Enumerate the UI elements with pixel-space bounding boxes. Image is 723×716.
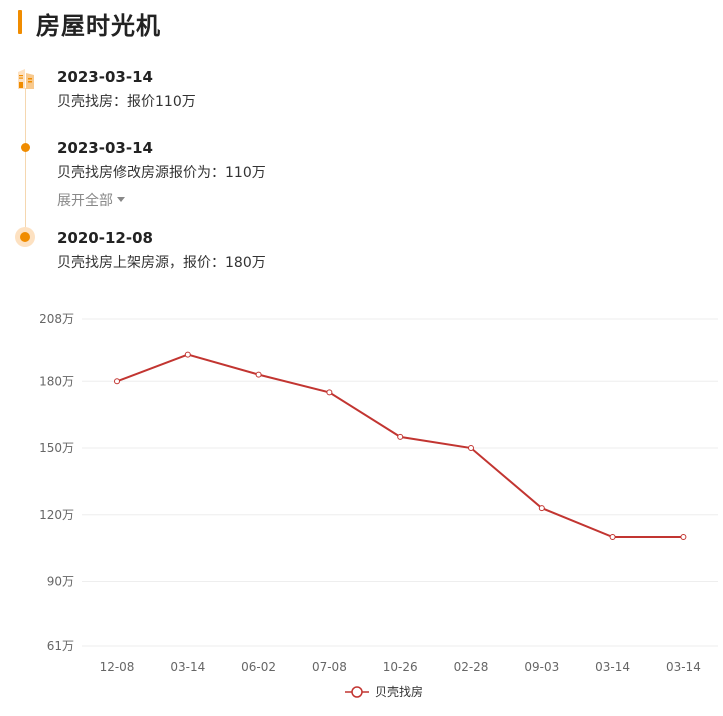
data-point xyxy=(184,351,191,358)
price-line-chart: 208万 180万 150万 120万 90万 61万 12-08 03-14 06-02 07-… xyxy=(39,312,718,699)
x-tick-label: 06-02 xyxy=(241,660,276,674)
title-accent-bar xyxy=(18,10,22,34)
y-tick-label: 120万 xyxy=(39,508,74,522)
legend-marker xyxy=(351,686,363,698)
expand-all-button[interactable]: 展开全部 xyxy=(57,190,125,210)
y-tick-label: 150万 xyxy=(39,441,74,455)
data-point xyxy=(255,371,262,378)
x-tick-label: 02-28 xyxy=(454,660,489,674)
data-point xyxy=(680,534,687,540)
series-line xyxy=(116,353,684,538)
expand-all-label: 展开全部 xyxy=(57,193,113,209)
y-tick-label: 61万 xyxy=(47,639,74,653)
x-tick-label: 12-08 xyxy=(100,660,135,674)
x-tick-label: 09-03 xyxy=(524,660,559,674)
y-tick-label: 208万 xyxy=(39,312,74,326)
timeline-date: 2020-12-08 xyxy=(57,229,153,247)
data-point xyxy=(468,445,474,452)
data-point xyxy=(609,534,616,540)
data-point xyxy=(538,505,545,512)
x-tick-label: 03-14 xyxy=(666,660,701,674)
timeline-date: 2023-03-14 xyxy=(57,68,153,86)
page-title: 房屋时光机 xyxy=(36,12,161,40)
x-tick-label: 10-26 xyxy=(383,660,418,674)
timeline-date: 2023-03-14 xyxy=(57,139,153,157)
caret-down-icon xyxy=(117,197,125,202)
legend-label: 贝壳找房 xyxy=(375,684,423,699)
x-tick-label: 03-14 xyxy=(170,660,205,674)
x-tick-label: 03-14 xyxy=(595,660,630,674)
timeline-dot-current xyxy=(15,227,35,247)
timeline-dot xyxy=(21,143,30,152)
timeline-line xyxy=(25,88,26,236)
data-point xyxy=(114,378,120,385)
timeline-desc: 贝壳找房上架房源，报价：180万 xyxy=(57,255,266,271)
timeline-desc: 贝壳找房：报价110万 xyxy=(57,94,196,110)
house-icon xyxy=(18,69,34,89)
data-point xyxy=(326,389,333,396)
y-tick-label: 180万 xyxy=(39,374,74,388)
x-tick-label: 07-08 xyxy=(312,660,347,674)
timeline-desc: 贝壳找房修改房源报价为：110万 xyxy=(57,165,266,181)
y-tick-label: 90万 xyxy=(47,574,74,588)
data-point xyxy=(397,433,404,440)
